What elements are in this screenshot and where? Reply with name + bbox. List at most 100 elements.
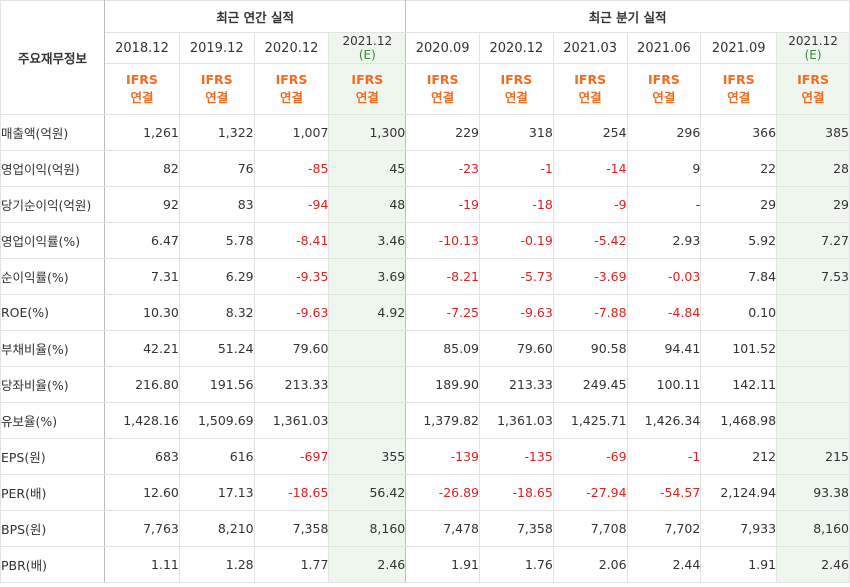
value-cell: 7,358 [253, 510, 330, 547]
accounting-standard: IFRS 연결 [552, 63, 628, 115]
value-cell: 7,478 [405, 510, 481, 547]
period-header-row: 2018.12 2019.12 2020.12 2021.12 (E) 2020.09 20… [1, 32, 850, 64]
value-cell: 48 [328, 186, 407, 223]
value-cell: 1,428.16 [104, 402, 180, 439]
standard-name: IFRS [722, 72, 755, 87]
value-cell: - [626, 186, 702, 223]
standard-name: IFRS [648, 72, 680, 87]
value-cell: 216.80 [104, 366, 180, 403]
value-cell: 213.33 [479, 366, 554, 403]
value-cell: -23 [405, 150, 481, 187]
value-cell: 3.46 [328, 222, 407, 259]
value-cell: 1,007 [253, 114, 330, 151]
period-label: 2020.12 [264, 40, 319, 56]
value-cell: -18.65 [479, 474, 554, 511]
value-cell: 8,210 [178, 510, 255, 547]
value-cell: 6.47 [104, 222, 180, 259]
value-cell: -14 [552, 150, 628, 187]
accounting-standard: IFRS 연결 [405, 63, 481, 115]
annual-group-header: 최근 연간 실적 [104, 0, 407, 33]
value-cell [328, 402, 407, 439]
value-cell: 1,322 [178, 114, 255, 151]
row-label: 영업이익률(%) [0, 222, 106, 259]
value-cell: 1,426.34 [626, 402, 702, 439]
value-cell: 7,358 [479, 510, 554, 547]
standard-scope: 연결 [355, 90, 379, 105]
value-cell: -9.63 [479, 294, 554, 331]
accounting-standard: IFRS 연결 [253, 63, 330, 115]
value-cell: 42.21 [104, 330, 180, 367]
quarter-group-header: 최근 분기 실적 [405, 0, 850, 33]
value-cell: -27.94 [552, 474, 628, 511]
standard-scope: 연결 [280, 90, 304, 105]
value-cell: 1,300 [328, 114, 407, 151]
period-header: 2020.12 [479, 32, 554, 64]
value-cell: 101.52 [700, 330, 778, 367]
value-cell: 229 [405, 114, 481, 151]
value-cell: 7.27 [776, 222, 850, 259]
value-cell: 100.11 [626, 366, 702, 403]
accounting-standard: IFRS 연결 [626, 63, 702, 115]
table-row: BPS(원) 7,763 8,210 7,358 8,160 7,478 7,358 7,70… [0, 510, 850, 547]
accounting-standard: IFRS 연결 [776, 63, 850, 115]
value-cell: 17.13 [178, 474, 255, 511]
value-cell: -1 [626, 438, 702, 475]
period-label: 2021.12 [788, 34, 838, 48]
value-cell: -8.41 [253, 222, 330, 259]
value-cell: 212 [700, 438, 778, 475]
table-row: 당기순이익(억원) 92 83 -94 48 -19 -18 -9-29 29 [0, 186, 850, 223]
standard-name: IFRS [126, 72, 158, 87]
value-cell: -0.19 [479, 222, 554, 259]
period-header: 2021.06 [626, 32, 702, 64]
value-cell: 7,933 [700, 510, 778, 547]
value-cell: 385 [776, 114, 850, 151]
value-cell: -139 [405, 438, 481, 475]
period-label: 2021.06 [637, 40, 691, 56]
value-cell: -54.57 [626, 474, 702, 511]
value-cell: -9 [552, 186, 628, 223]
value-cell: 215 [776, 438, 850, 475]
period-label: 2020.09 [415, 40, 470, 56]
value-cell: -135 [479, 438, 554, 475]
value-cell: -8.21 [405, 258, 481, 295]
standard-scope: 연결 [504, 90, 528, 105]
standard-header-row: IFRS 연결 IFRS 연결 IFRS 연결 IFRS 연결 IFRS 연결 IFRS 연결 IFRS… [1, 63, 850, 115]
table-row: PBR(배) 1.11 1.28 1.77 2.46 1.91 1.76 2.06 2.44 1.… [0, 546, 850, 583]
value-cell: 1,361.03 [479, 402, 554, 439]
period-header: 2018.12 [104, 32, 180, 64]
period-header: 2021.09 [700, 32, 778, 64]
value-cell: -10.13 [405, 222, 481, 259]
value-cell: 683 [104, 438, 180, 475]
value-cell: 56.42 [328, 474, 407, 511]
value-cell: -9.35 [253, 258, 330, 295]
estimate-mark: (E) [804, 48, 822, 62]
value-cell: 189.90 [405, 366, 481, 403]
value-cell: 7.53 [776, 258, 850, 295]
value-cell [776, 402, 850, 439]
value-cell: 22 [700, 150, 778, 187]
period-label: 2021.12 [342, 34, 393, 48]
value-cell: 296 [626, 114, 702, 151]
value-cell: 7.31 [104, 258, 180, 295]
period-header: 2021.12 (E) [328, 32, 407, 64]
value-cell: 83 [178, 186, 255, 223]
value-cell: -697 [253, 438, 330, 475]
value-cell: 8.32 [178, 294, 255, 331]
standard-scope: 연결 [652, 90, 676, 105]
value-cell: 4.92 [328, 294, 407, 331]
table-row: 영업이익(억원) 82 76 -85 45 -23 -1 -14 9 22 28 [0, 150, 850, 187]
value-cell: 10.30 [104, 294, 180, 331]
standard-name: IFRS [797, 72, 829, 87]
value-cell: 94.41 [626, 330, 702, 367]
standard-name: IFRS [426, 72, 459, 87]
value-cell: 85.09 [405, 330, 481, 367]
value-cell: 0.10 [700, 294, 778, 331]
row-label: 영업이익(억원) [0, 150, 106, 187]
value-cell: 45 [328, 150, 407, 187]
table-row: 매출액(억원) 1,261 1,322 1,007 1,300 229 318 254 296 3… [0, 114, 850, 151]
value-cell: -5.42 [552, 222, 628, 259]
value-cell: 1,425.71 [552, 402, 628, 439]
value-cell: 90.58 [552, 330, 628, 367]
value-cell: 249.45 [552, 366, 628, 403]
